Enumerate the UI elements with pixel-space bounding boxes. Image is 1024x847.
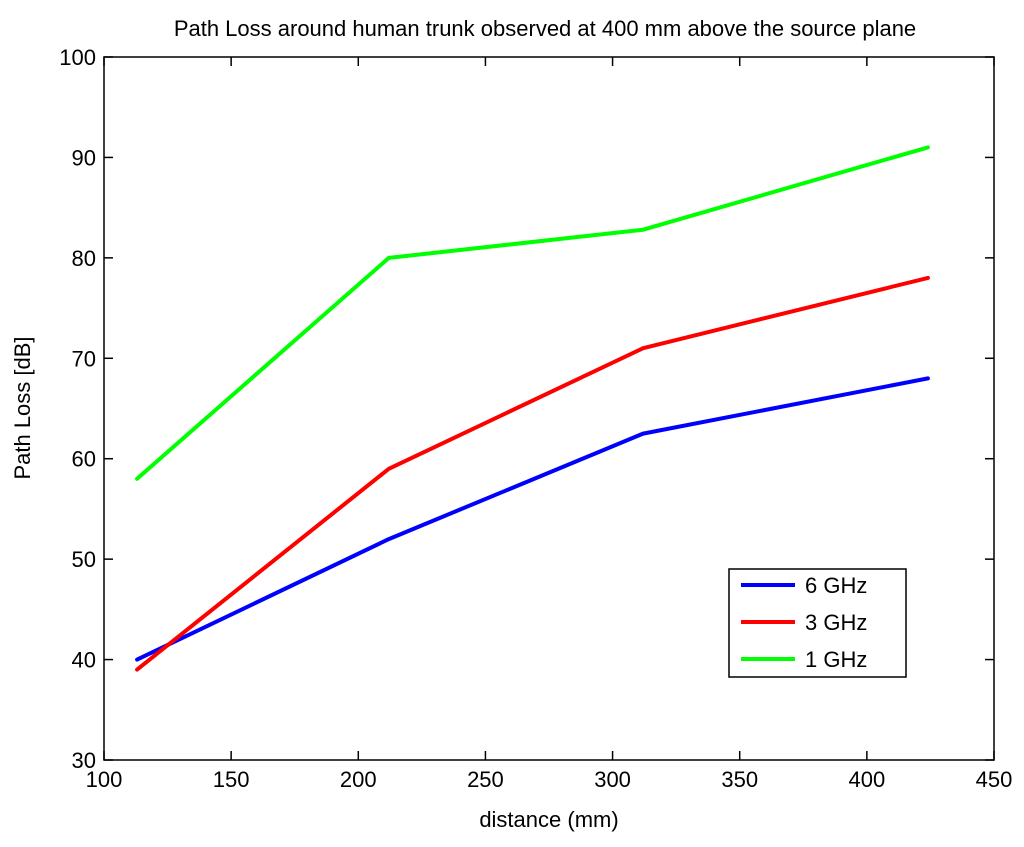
x-tick-label: 100 — [86, 767, 123, 792]
x-tick-label: 250 — [467, 767, 504, 792]
x-tick-label: 300 — [594, 767, 631, 792]
series-line-3-ghz — [135, 275, 930, 672]
x-tick-label: 200 — [340, 767, 377, 792]
y-tick-label: 90 — [72, 145, 96, 170]
x-tick-label: 350 — [721, 767, 758, 792]
y-tick-label: 70 — [72, 346, 96, 371]
y-axis-label: Path Loss [dB] — [10, 336, 35, 479]
y-tick-label: 40 — [72, 648, 96, 673]
y-tick-label: 100 — [59, 45, 96, 70]
x-tick-label: 150 — [213, 767, 250, 792]
x-tick-label: 450 — [976, 767, 1013, 792]
legend-label: 3 GHz — [805, 610, 867, 635]
axis-ticks: 100 150 200 250 300 350 400 450 30 40 50 60 70 80 90 10… — [59, 45, 1012, 792]
legend-label: 1 GHz — [805, 647, 867, 672]
legend: 6 GHz 3 GHz 1 GHz — [728, 568, 907, 678]
x-axis-label: distance (mm) — [479, 807, 618, 832]
x-tick-label: 400 — [848, 767, 885, 792]
series-line-1-ghz — [135, 145, 930, 481]
y-tick-label: 80 — [72, 246, 96, 271]
y-tick-label: 60 — [72, 447, 96, 472]
series-lines — [135, 145, 930, 672]
legend-label: 6 GHz — [805, 573, 867, 598]
y-tick-label: 50 — [72, 547, 96, 572]
series-line-6-ghz — [135, 376, 930, 662]
y-tick-label: 30 — [72, 748, 96, 773]
chart-title: Path Loss around human trunk observed at… — [174, 16, 916, 41]
